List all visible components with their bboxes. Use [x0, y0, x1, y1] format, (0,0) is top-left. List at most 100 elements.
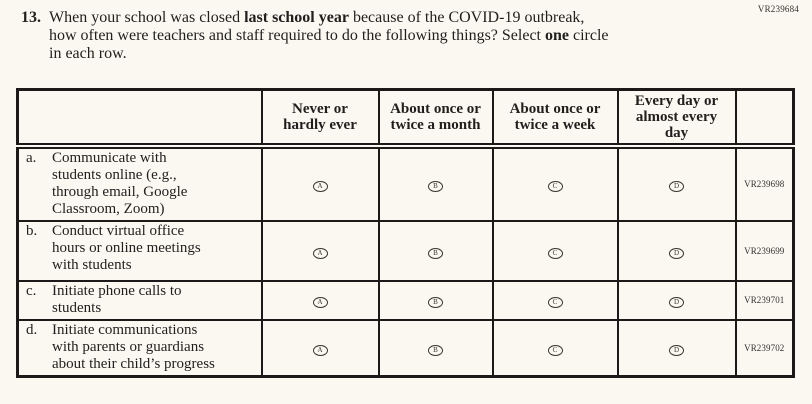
row-a-code: VR239698	[734, 144, 795, 222]
question-text-bold-segment: last school year	[244, 9, 349, 26]
row-c-option-a-cell: A	[260, 279, 380, 321]
row-b-option-a-cell: A	[260, 219, 380, 282]
answer-bubble-d-row-d[interactable]: D	[669, 344, 684, 356]
question-text-segment: in each row.	[49, 45, 127, 62]
bubble-letter: D	[673, 298, 680, 306]
answer-bubble-d-row-a[interactable]: D	[669, 181, 684, 192]
header-line: twice a week	[514, 116, 596, 133]
row-label-line: Communicate with	[52, 149, 167, 166]
row-label-text: Communicate with students online (e.g., …	[52, 150, 259, 218]
header-every-day: Every day or almost every day	[616, 88, 737, 149]
table-row-d: d. Initiate communications with parents …	[16, 318, 795, 377]
row-d-option-a-cell: A	[260, 318, 380, 377]
answer-bubble-b-row-c[interactable]: B	[428, 297, 443, 308]
row-label-line: students	[52, 299, 102, 316]
bubble-letter: A	[317, 345, 323, 354]
table-row-a: a. Communicate with students online (e.g…	[16, 144, 795, 222]
row-a-option-a-cell: A	[260, 144, 380, 222]
header-about-once-twice-week: About once or twice a week	[491, 88, 619, 149]
row-d-option-d-cell: D	[616, 318, 737, 377]
row-c-code: VR239701	[734, 279, 795, 321]
header-blank-label-column	[16, 88, 263, 149]
question-line-1: When your school was closed last school …	[49, 9, 609, 27]
header-about-once-twice-month: About once or twice a month	[377, 88, 494, 149]
header-never-or-hardly-ever: Never or hardly ever	[260, 88, 380, 149]
question-line-2: how often were teachers and staff requir…	[49, 27, 609, 45]
row-a-option-b-cell: B	[377, 144, 494, 222]
row-letter: c.	[26, 282, 37, 299]
answer-bubble-c-row-d[interactable]: C	[547, 344, 563, 356]
row-d-option-c-cell: C	[491, 318, 619, 377]
header-line: Every day or	[634, 92, 719, 109]
row-c-option-b-cell: B	[377, 279, 494, 321]
form-code: VR239684	[757, 4, 799, 14]
row-b-option-c-cell: C	[491, 219, 619, 282]
bubble-letter: A	[317, 298, 323, 306]
row-c-label-cell: c. Initiate phone calls to students	[16, 279, 263, 321]
question-number: 13.	[21, 9, 41, 26]
row-letter: a.	[26, 149, 37, 166]
header-line: Never or	[292, 100, 348, 117]
row-a-label-cell: a. Communicate with students online (e.g…	[16, 144, 263, 222]
row-label-line: about their child’s progress	[52, 355, 215, 372]
question-text-segment: because of the COVID-19 outbreak,	[348, 9, 585, 26]
header-line: twice a month	[390, 116, 481, 133]
row-label-line: with parents or guardians	[52, 338, 205, 355]
header-line: About once or	[509, 100, 601, 117]
answer-bubble-c-row-a[interactable]: C	[547, 181, 563, 192]
bubble-letter: D	[673, 345, 680, 354]
bubble-letter: B	[433, 248, 438, 257]
row-label-text: Conduct virtual office hours or online m…	[52, 223, 259, 274]
bubble-letter: B	[433, 182, 438, 190]
bubble-letter: C	[552, 345, 558, 354]
row-d-label-cell: d. Initiate communications with parents …	[16, 318, 263, 377]
table-row-c: c. Initiate phone calls to students A B …	[16, 279, 795, 321]
row-letter: b.	[26, 222, 38, 239]
row-label-line: hours or online meetings	[52, 239, 201, 256]
answer-bubble-a-row-a[interactable]: A	[312, 181, 328, 192]
header-line: hardly ever	[283, 116, 357, 133]
answer-bubble-d-row-b[interactable]: D	[669, 247, 684, 259]
header-line: day	[664, 124, 689, 141]
row-label-line: students online (e.g.,	[52, 166, 177, 183]
question-text-bold-segment: one	[545, 27, 569, 44]
answer-bubble-b-row-a[interactable]: B	[428, 181, 443, 192]
row-label-line: Classroom, Zoom)	[52, 200, 165, 217]
row-label-line: Initiate phone calls to	[52, 282, 182, 299]
bubble-letter: B	[433, 298, 438, 306]
bubble-letter: C	[552, 182, 558, 190]
answer-bubble-d-row-c[interactable]: D	[669, 297, 684, 308]
row-label-line: Conduct virtual office	[52, 222, 185, 239]
answer-bubble-c-row-b[interactable]: C	[547, 247, 563, 259]
bubble-letter: B	[433, 345, 438, 354]
row-b-option-d-cell: D	[616, 219, 737, 282]
question-text: When your school was closed last school …	[49, 9, 609, 63]
question-text-segment: circle	[569, 27, 609, 44]
question-block: 13. When your school was closed last sch…	[21, 9, 761, 63]
row-c-option-d-cell: D	[616, 279, 737, 321]
bubble-letter: D	[673, 182, 680, 190]
answer-bubble-a-row-c[interactable]: A	[312, 297, 328, 308]
answer-bubble-a-row-d[interactable]: A	[312, 344, 328, 356]
row-label-text: Initiate phone calls to students	[52, 283, 259, 317]
row-label-text: Initiate communications with parents or …	[52, 322, 259, 373]
row-d-code: VR239702	[734, 318, 795, 377]
header-line: About once or	[390, 100, 481, 117]
row-label-line: Initiate communications	[52, 321, 198, 338]
answer-bubble-a-row-b[interactable]: A	[312, 247, 328, 259]
row-b-option-b-cell: B	[377, 219, 494, 282]
row-a-option-d-cell: D	[616, 144, 737, 222]
answer-bubble-b-row-d[interactable]: B	[428, 344, 443, 356]
row-a-option-c-cell: C	[491, 144, 619, 222]
header-blank-code-column	[734, 88, 795, 149]
table-row-b: b. Conduct virtual office hours or onlin…	[16, 219, 795, 282]
row-b-label-cell: b. Conduct virtual office hours or onlin…	[16, 219, 263, 282]
answer-bubble-b-row-b[interactable]: B	[428, 247, 443, 259]
response-grid: Never or hardly ever About once or twice…	[16, 88, 795, 378]
bubble-letter: A	[317, 182, 323, 190]
bubble-letter: D	[673, 248, 680, 257]
row-label-line: with students	[52, 256, 132, 273]
header-line: almost every	[635, 108, 718, 125]
row-label-line: through email, Google	[52, 183, 188, 200]
answer-bubble-c-row-c[interactable]: C	[547, 297, 563, 308]
